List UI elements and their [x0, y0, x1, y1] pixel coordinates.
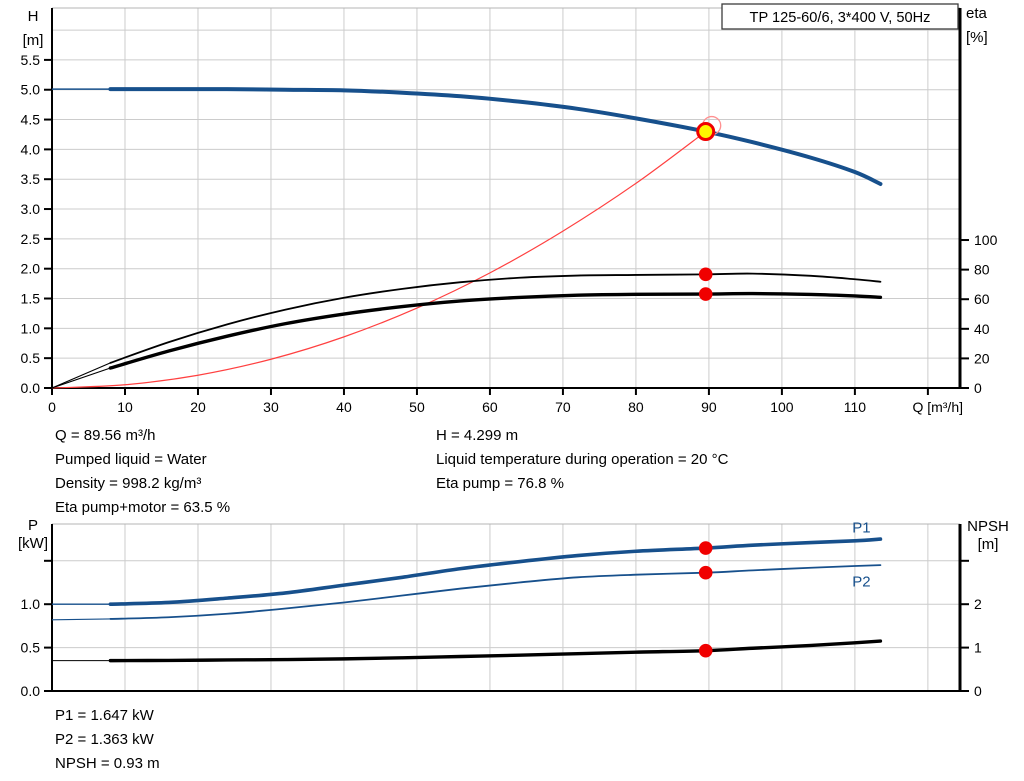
duty-info-left-column: Q = 89.56 m³/h Pumped liquid = Water Den… [55, 424, 230, 520]
npsh-value: NPSH = 0.93 m [55, 755, 160, 772]
svg-text:0.0: 0.0 [21, 683, 41, 699]
svg-text:Q [m³/h]: Q [m³/h] [912, 399, 963, 415]
duty-info-right-column: H = 4.299 m Liquid temperature during op… [436, 424, 728, 496]
svg-text:110: 110 [844, 399, 867, 415]
svg-text:NPSH: NPSH [967, 518, 1009, 535]
svg-text:5.0: 5.0 [21, 82, 41, 98]
svg-text:100: 100 [770, 399, 794, 415]
svg-text:0: 0 [48, 399, 56, 415]
svg-text:[kW]: [kW] [18, 535, 48, 552]
svg-text:70: 70 [555, 399, 571, 415]
flow-value: Q = 89.56 m³/h [55, 427, 156, 444]
p2-value: P2 = 1.363 kW [55, 731, 154, 748]
svg-text:H: H [28, 8, 39, 25]
svg-text:3.5: 3.5 [21, 171, 41, 187]
svg-text:2.5: 2.5 [21, 231, 41, 247]
svg-text:[m]: [m] [978, 536, 999, 553]
eta-pump-motor-value: Eta pump+motor = 63.5 % [55, 499, 231, 516]
power-info-column: P1 = 1.647 kW P2 = 1.363 kW NPSH = 0.93 … [55, 704, 160, 776]
svg-text:60: 60 [482, 399, 498, 415]
svg-text:60: 60 [974, 291, 990, 307]
svg-text:TP 125-60/6, 3*400 V, 50Hz: TP 125-60/6, 3*400 V, 50Hz [750, 10, 931, 26]
svg-text:40: 40 [336, 399, 352, 415]
svg-text:0: 0 [974, 683, 982, 699]
p1-value: P1 = 1.647 kW [55, 707, 154, 724]
svg-text:10: 10 [117, 399, 133, 415]
svg-text:4.0: 4.0 [21, 141, 41, 157]
svg-text:2: 2 [974, 596, 982, 612]
svg-text:100: 100 [974, 232, 998, 248]
svg-text:50: 50 [409, 399, 425, 415]
power-npsh-chart: 0.0 0.5 1.0 0 1 2 P[kW] NPSH[m] P1 P2 [18, 517, 1009, 699]
svg-text:80: 80 [628, 399, 644, 415]
svg-text:80: 80 [974, 262, 990, 278]
svg-text:eta: eta [966, 5, 988, 22]
svg-text:20: 20 [974, 350, 990, 366]
svg-text:0.5: 0.5 [21, 350, 41, 366]
svg-text:0: 0 [974, 380, 982, 396]
pumped-liquid-value: Pumped liquid = Water [55, 451, 207, 468]
liquid-temperature-value: Liquid temperature during operation = 20… [436, 451, 729, 468]
svg-text:90: 90 [701, 399, 717, 415]
svg-text:1.5: 1.5 [21, 291, 41, 307]
svg-text:[m]: [m] [23, 32, 44, 49]
svg-text:20: 20 [190, 399, 206, 415]
svg-text:3.0: 3.0 [21, 201, 41, 217]
svg-text:0.5: 0.5 [21, 640, 41, 656]
svg-text:1.0: 1.0 [21, 320, 41, 336]
svg-text:1: 1 [974, 640, 982, 656]
svg-text:2.0: 2.0 [21, 261, 41, 277]
svg-text:1.0: 1.0 [21, 596, 41, 612]
svg-text:P1: P1 [852, 519, 870, 536]
head-value: H = 4.299 m [436, 427, 519, 444]
density-value: Density = 998.2 kg/m³ [55, 475, 202, 492]
qh-eta-chart: 0 10 20 30 40 50 60 70 80 90 100 110 Q [m³/h] 0.0 0.5 1… [21, 3, 998, 415]
svg-text:4.5: 4.5 [21, 112, 41, 128]
eta-pump-value: Eta pump = 76.8 % [436, 475, 564, 492]
svg-text:[%]: [%] [966, 29, 988, 46]
svg-text:0.0: 0.0 [21, 380, 41, 396]
svg-text:5.5: 5.5 [21, 52, 41, 68]
svg-text:30: 30 [263, 399, 279, 415]
svg-text:P2: P2 [852, 574, 870, 591]
svg-text:40: 40 [974, 321, 990, 337]
svg-text:P: P [28, 517, 38, 534]
